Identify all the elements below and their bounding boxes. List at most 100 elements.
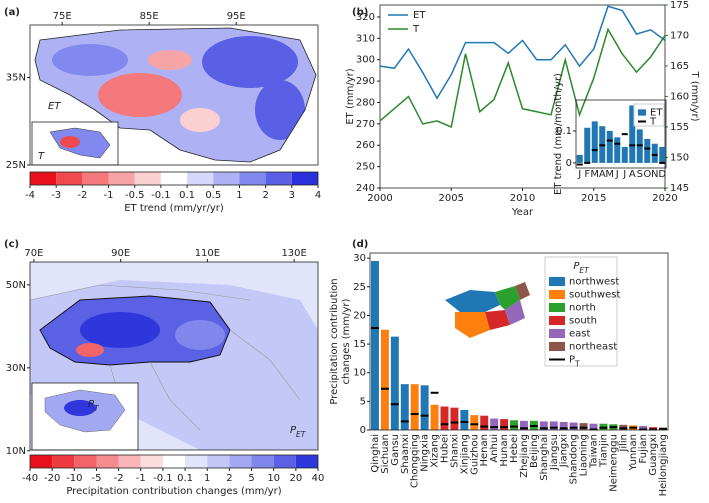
legend-label: north xyxy=(569,303,596,314)
bar xyxy=(490,418,499,430)
x-tick-label: 85E xyxy=(140,11,159,22)
y-tick-label: 25N xyxy=(6,160,26,171)
colorbar-tick-label: 0.5 xyxy=(205,190,221,201)
panel-label: (a) xyxy=(4,7,20,18)
map-annotation: ET xyxy=(48,101,61,112)
x-tick-label: 95E xyxy=(227,11,246,22)
x-tick-label: Shandong xyxy=(569,434,580,484)
bar xyxy=(370,261,379,430)
colorbar-tick-label: -1 xyxy=(136,473,146,484)
y-tick-label: 50N xyxy=(6,280,26,291)
colorbar-tick-label: 20 xyxy=(289,473,302,484)
x-tick-label: J xyxy=(622,169,626,180)
panel-label: (c) xyxy=(4,239,19,250)
x-tick-label: Jiangxi xyxy=(559,434,570,468)
legend-label: southwest xyxy=(569,290,620,301)
x-tick-label: Guangxi xyxy=(648,434,659,476)
legend-label: south xyxy=(569,316,597,327)
y-tick-label: 240 xyxy=(356,183,375,194)
x-tick-label: O xyxy=(643,169,651,180)
legend-label: ET xyxy=(650,108,663,119)
colorbar-swatch xyxy=(162,455,186,468)
colorbar-tick-label: 40 xyxy=(312,473,325,484)
y-tick-label: 260 xyxy=(356,140,375,151)
colorbar-frame xyxy=(29,171,319,186)
bar xyxy=(614,137,621,163)
map-frame xyxy=(29,24,319,166)
y2-tick-label: 165 xyxy=(670,61,689,72)
map-annotation: T xyxy=(38,151,45,162)
y-tick-label: 290 xyxy=(356,76,375,87)
bar xyxy=(651,143,658,163)
bar xyxy=(639,425,648,430)
bar xyxy=(440,406,449,430)
bar xyxy=(420,385,429,430)
y2-tick-label: 150 xyxy=(670,153,689,164)
bar xyxy=(579,423,588,430)
legend-label: T xyxy=(412,24,420,35)
colorbar-tick-label: 0.1 xyxy=(179,190,195,201)
colorbar-swatch xyxy=(56,172,83,185)
colorbar-tick-label: -0.5 xyxy=(125,190,145,201)
colorbar-frame xyxy=(29,454,319,469)
x-tick-label: 2010 xyxy=(510,193,535,204)
x-tick-label: Fujian xyxy=(638,434,649,464)
colorbar-tick-label: -0.1 xyxy=(153,473,173,484)
bar xyxy=(606,130,613,163)
colorbar-tick-label: -1 xyxy=(104,190,114,201)
y-label: ET (mm/yr) xyxy=(345,68,356,124)
x-tick-label: 70E xyxy=(24,248,43,259)
legend-swatch xyxy=(549,328,565,339)
bar xyxy=(539,421,548,430)
y2-tick-label: 160 xyxy=(670,92,689,103)
china-mini-map xyxy=(445,282,530,338)
x-tick-label: Jiangsu xyxy=(549,434,560,471)
y-tick-label: 270 xyxy=(356,119,375,130)
bar xyxy=(450,407,459,430)
colorbar-tick-label: 5 xyxy=(248,473,254,484)
colorbar-tick-label: 1 xyxy=(236,190,242,201)
bar xyxy=(569,422,578,430)
bar xyxy=(644,138,651,163)
x-tick-label: 2000 xyxy=(367,193,392,204)
colorbar-label: Precipitation contribution changes (mm/y… xyxy=(66,486,281,497)
legend-label: east xyxy=(569,329,590,340)
plot-frame xyxy=(575,99,667,169)
legend-label: ET xyxy=(413,10,426,21)
legend-swatch xyxy=(549,276,565,287)
colorbar-swatch xyxy=(74,455,97,468)
x-tick-label: Jilin xyxy=(618,434,629,453)
x-tick-label: Hebei xyxy=(509,434,520,463)
bar xyxy=(576,154,583,163)
y-tick-label: 320 xyxy=(356,12,375,23)
bar xyxy=(621,146,628,163)
x-tick-label: M xyxy=(590,169,599,180)
colorbar-tick-label: 10 xyxy=(267,473,280,484)
x-tick-label: J xyxy=(615,169,619,180)
panel-label: (b) xyxy=(352,7,368,18)
bar xyxy=(430,404,439,430)
colorbar-swatch xyxy=(213,172,240,185)
y2-tick-label: 155 xyxy=(670,122,689,133)
y-tick-label: 0 xyxy=(360,425,366,436)
bar xyxy=(549,421,558,430)
series-line xyxy=(379,27,666,129)
colorbar-tick-label: -40 xyxy=(22,473,38,484)
x-tick-label: 75E xyxy=(53,11,72,22)
y2-label: T (mm/yr) xyxy=(689,71,700,122)
x-tick-label: Xizang xyxy=(430,434,441,468)
colorbar-swatch xyxy=(295,455,318,468)
y-label: Precipitation contributionchanges (mm/yr… xyxy=(329,278,352,404)
colorbar-label: ET trend (mm/yr/yr) xyxy=(124,203,224,214)
colorbar-tick-label: 2 xyxy=(262,190,268,201)
y-tick-label: 10 xyxy=(353,368,366,379)
colorbar-swatch xyxy=(273,455,296,468)
y-tick-label: 25 xyxy=(353,282,366,293)
colorbar-swatch xyxy=(160,172,188,185)
colorbar-tick-label: 3 xyxy=(289,190,295,201)
x-tick-label: Neimenggu xyxy=(608,434,619,492)
x-tick-label: N xyxy=(651,169,658,180)
colorbar-swatch xyxy=(82,172,109,185)
colorbar-swatch xyxy=(207,455,230,468)
